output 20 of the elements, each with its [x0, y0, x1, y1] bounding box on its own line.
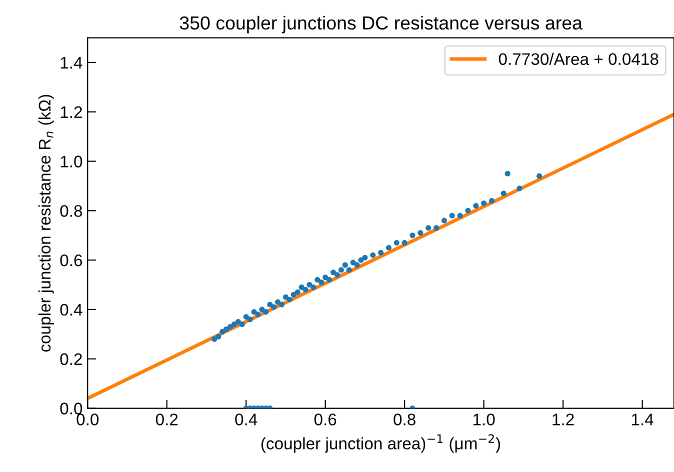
x-tick-label: 0.8: [394, 414, 416, 426]
y-tick-label: 0.4: [60, 304, 82, 316]
y-axis-title: coupler junction resistance R$_{n}$ (kΩ): [38, 94, 54, 352]
x-axis-title: (coupler junction area)$^{−1}$ (μm$^{−2}$): [261, 434, 500, 453]
y-tick-label: 0.8: [60, 205, 82, 217]
chart-title: 350 coupler junctions DC resistance versus area: [180, 16, 582, 34]
x-tick-label: 1.4: [632, 414, 654, 426]
x-tick-label: 0.6: [314, 414, 336, 426]
x-tick-label: 1.2: [552, 414, 574, 426]
y-tick-label: 0.0: [60, 402, 82, 414]
x-tick-label: 0.0: [76, 414, 99, 426]
x-tick-label: 0.2: [156, 414, 178, 426]
y-tick-label: 0.6: [60, 254, 82, 266]
y-tick-label: 1.4: [60, 57, 82, 68]
legend-label: 0.7730/Area + 0.0418: [498, 52, 658, 65]
y-tick-label: 0.2: [60, 353, 82, 366]
y-tick-label: 1.0: [60, 156, 82, 168]
x-tick-label: 0.4: [235, 414, 258, 426]
y-tick-label: 1.2: [60, 106, 82, 118]
x-tick-label: 1.0: [474, 414, 495, 426]
